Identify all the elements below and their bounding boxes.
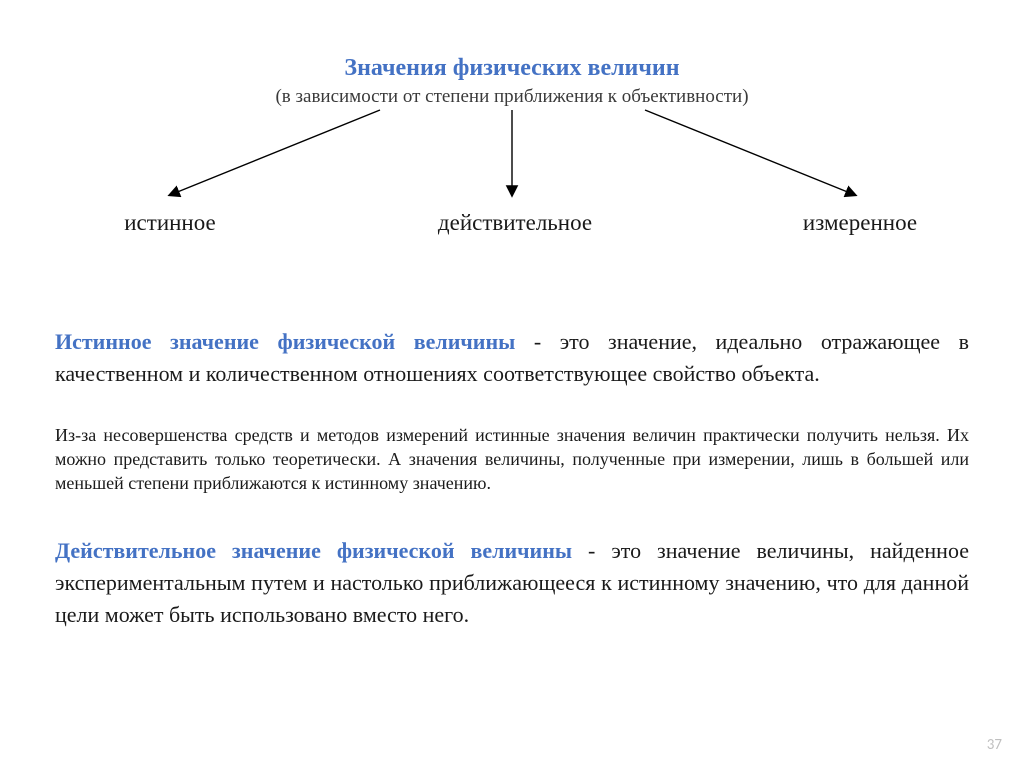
term-1: Истинное значение физической величины [55, 329, 515, 354]
arrow-left [170, 110, 380, 195]
term-2: Действительное значение физической велич… [55, 538, 572, 563]
paragraph-1: Истинное значение физической величины - … [55, 326, 969, 390]
paragraph-1-note: Из-за несовершенства средств и методов и… [55, 424, 969, 495]
slide: Значения физических величин (в зависимос… [0, 0, 1024, 768]
branch-left-label: истинное [70, 210, 270, 236]
arrow-right [645, 110, 855, 195]
branch-center-label: действительное [395, 210, 635, 236]
paragraph-2: Действительное значение физической велич… [55, 535, 969, 631]
branch-right-label: измеренное [760, 210, 960, 236]
page-number: 37 [987, 736, 1002, 754]
